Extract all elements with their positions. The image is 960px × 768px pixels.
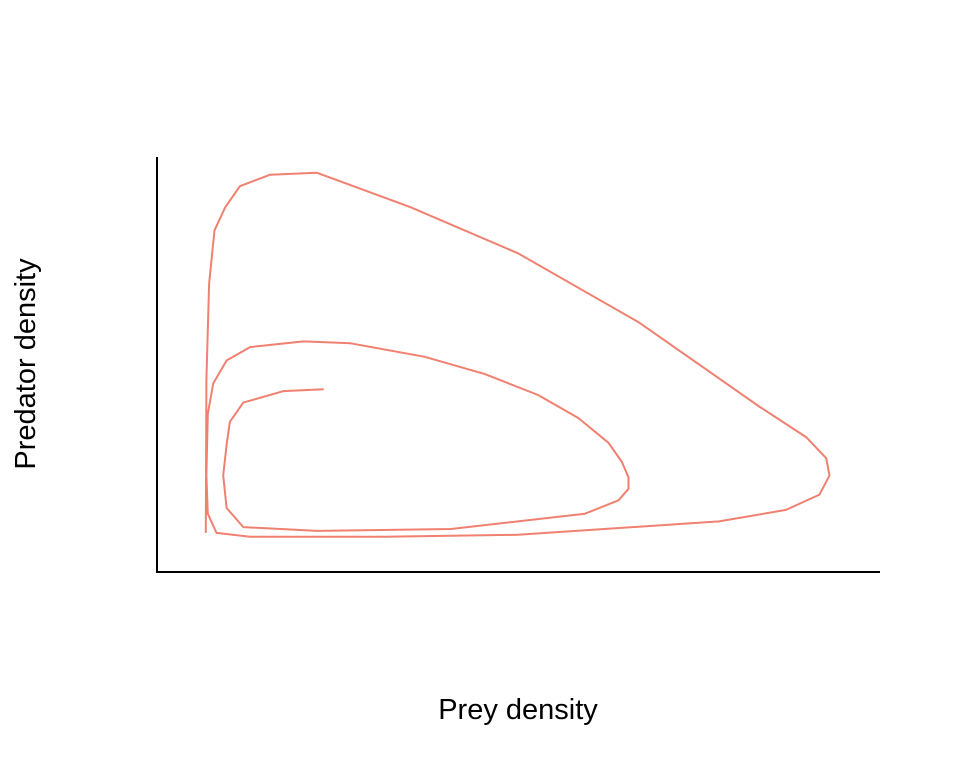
- y-axis-label: Predator density: [10, 258, 42, 470]
- series-line-trajectory: [204, 171, 831, 538]
- plot-area: [204, 171, 831, 538]
- x-axis-label: Prey density: [438, 694, 598, 726]
